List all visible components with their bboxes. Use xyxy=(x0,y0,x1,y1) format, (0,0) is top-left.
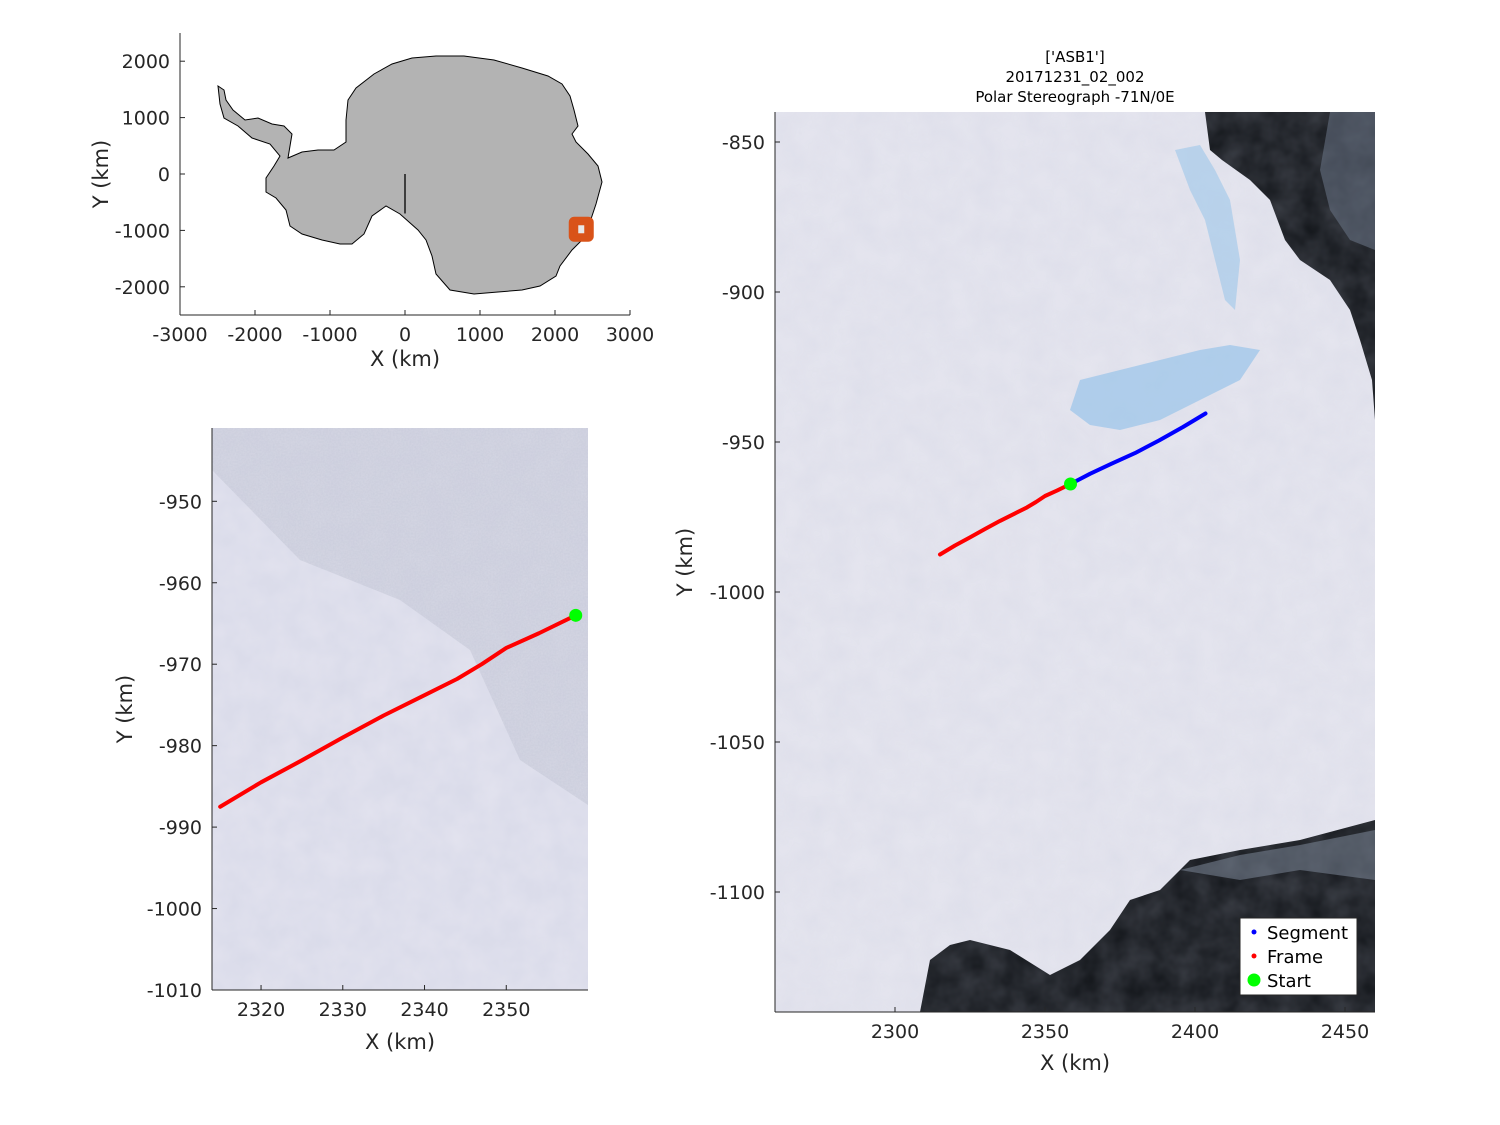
overview-x-tick-label: 3000 xyxy=(606,324,654,346)
melt-ponds-north xyxy=(1175,145,1240,310)
main-x-tick-label: 2300 xyxy=(871,1021,919,1043)
main-axes: 2300 2350 2400 2450 -850 -900 -950 -1000 -1050 -1… xyxy=(673,112,1375,1075)
legend-marker-frame xyxy=(1251,953,1257,959)
zoom-y-axis-label: Y (km) xyxy=(113,675,137,745)
overview-x-tick-label: -3000 xyxy=(152,324,207,346)
overview-x-tick-label: -1000 xyxy=(302,324,357,346)
overview-y-tick-label: 0 xyxy=(158,164,170,186)
main-y-tick-label: -1050 xyxy=(710,732,765,754)
zoom-frame-line xyxy=(218,613,578,809)
legend-marker-segment xyxy=(1251,929,1257,935)
main-y-tick-label: -1100 xyxy=(710,882,765,904)
zoom-axes: 2320 2330 2340 2350 -950 -960 -970 -980 -990 -100… xyxy=(113,428,588,1054)
location-marker-inner xyxy=(578,225,585,234)
zoom-map: 2320 2330 2340 2350 -950 -960 -970 -980 -990 -100… xyxy=(113,428,588,1054)
melt-ponds xyxy=(1070,345,1260,430)
main-x-tick-label: 2450 xyxy=(1321,1021,1369,1043)
overview-y-tick-label: -1000 xyxy=(115,220,170,242)
zoom-x-tick-label: 2340 xyxy=(400,999,448,1021)
overview-x-tick-label: 1000 xyxy=(456,324,504,346)
overview-x-axis-label: X (km) xyxy=(370,347,440,371)
zoom-track xyxy=(218,608,583,809)
main-y-axis-label: Y (km) xyxy=(673,528,697,598)
zoom-start-point xyxy=(569,608,583,622)
main-x-axis-label: X (km) xyxy=(1040,1051,1110,1075)
overview-axes: -3000 -2000 -1000 0 1000 2000 3000 2000 1000 0 -10… xyxy=(89,33,654,371)
zoom-y-tick-label: -970 xyxy=(159,654,202,676)
legend-label-segment: Segment xyxy=(1267,923,1348,944)
overview-y-tick-label: 1000 xyxy=(122,108,170,130)
legend-marker-start xyxy=(1247,973,1261,987)
zoom-crevasse-texture xyxy=(212,428,588,805)
legend: Segment Frame Start xyxy=(1239,917,1358,996)
overview-x-tick-label: 2000 xyxy=(531,324,579,346)
overview-x-tick-label: -2000 xyxy=(227,324,282,346)
main-x-tick-label: 2400 xyxy=(1171,1021,1219,1043)
zoom-y-tick-label: -960 xyxy=(159,573,202,595)
main-map: 2300 2350 2400 2450 -850 -900 -950 -1000 -1050 -1… xyxy=(673,48,1375,1075)
main-track xyxy=(938,411,1208,557)
zoom-y-tick-label: -1000 xyxy=(147,899,202,921)
legend-label-start: Start xyxy=(1267,971,1311,992)
main-segment-line xyxy=(1068,411,1208,486)
ice-texture xyxy=(775,112,1375,1012)
title-line-3: Polar Stereograph -71N/0E xyxy=(975,88,1174,106)
zoom-x-tick-label: 2330 xyxy=(319,999,367,1021)
title-line-2: 20171231_02_002 xyxy=(1005,68,1144,87)
overview-x-tick-label: 0 xyxy=(399,324,411,346)
zoom-x-axis-label: X (km) xyxy=(365,1030,435,1054)
zoom-x-tick-label: 2350 xyxy=(482,999,530,1021)
main-frame-line xyxy=(938,482,1073,557)
title-line-1: ['ASB1'] xyxy=(1045,48,1105,66)
antarctica-landmass xyxy=(217,55,603,295)
main-start-point xyxy=(1064,477,1077,491)
overview-map: -3000 -2000 -1000 0 1000 2000 3000 2000 1000 0 -10… xyxy=(89,33,654,371)
main-y-tick-label: -900 xyxy=(722,282,765,304)
legend-label-frame: Frame xyxy=(1267,947,1323,968)
coastal-sea-ice xyxy=(1180,830,1375,880)
zoom-y-tick-label: -950 xyxy=(159,491,202,513)
sea-ice-fragments xyxy=(1320,112,1375,250)
zoom-y-tick-label: -990 xyxy=(159,817,202,839)
overview-y-tick-label: -2000 xyxy=(115,277,170,299)
zoom-x-tick-label: 2320 xyxy=(237,999,285,1021)
main-y-tick-label: -1000 xyxy=(710,582,765,604)
main-y-tick-label: -850 xyxy=(722,132,765,154)
overview-y-axis-label: Y (km) xyxy=(89,140,113,210)
zoom-y-tick-label: -1010 xyxy=(147,980,202,1002)
zoom-y-tick-label: -980 xyxy=(159,736,202,758)
main-x-tick-label: 2350 xyxy=(1021,1021,1069,1043)
main-title: ['ASB1'] 20171231_02_002 Polar Stereogra… xyxy=(975,48,1174,106)
overview-y-tick-label: 2000 xyxy=(122,51,170,73)
main-y-tick-label: -950 xyxy=(722,432,765,454)
